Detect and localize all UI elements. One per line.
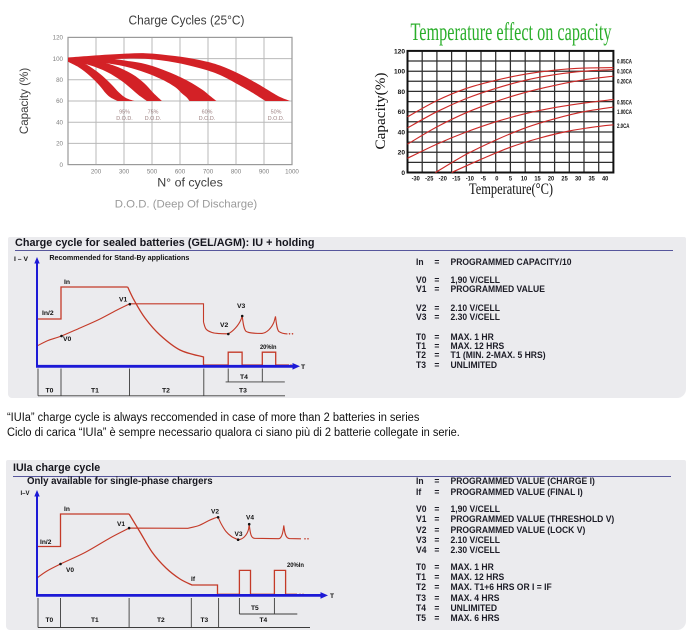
svg-text:120: 120 bbox=[394, 48, 405, 55]
svg-text:Temperature(°C): Temperature(°C) bbox=[469, 181, 553, 198]
svg-text:Charge Cycles (25°C): Charge Cycles (25°C) bbox=[129, 14, 245, 28]
svg-text:D.O.D. (Deep Of Discharge): D.O.D. (Deep Of Discharge) bbox=[115, 199, 258, 211]
svg-text:T: T bbox=[330, 593, 334, 600]
svg-text:T2: T2 bbox=[157, 617, 165, 624]
svg-text:60%: 60% bbox=[202, 110, 213, 116]
svg-text:T2: T2 bbox=[162, 388, 170, 395]
svg-text:20%In: 20%In bbox=[287, 562, 304, 569]
svg-text:600: 600 bbox=[175, 169, 186, 176]
svg-text:80: 80 bbox=[56, 77, 63, 84]
svg-text:In: In bbox=[64, 279, 70, 286]
svg-text:T4: T4 bbox=[260, 617, 268, 624]
svg-text:Capacity (%): Capacity (%) bbox=[18, 68, 31, 134]
svg-text:T: T bbox=[301, 364, 306, 371]
svg-text:0.20CA: 0.20CA bbox=[617, 79, 632, 86]
svg-text:Recommended for Stand-By appli: Recommended for Stand-By applications bbox=[49, 253, 189, 262]
svg-text:60: 60 bbox=[56, 98, 63, 105]
svg-text:T0: T0 bbox=[46, 388, 54, 395]
svg-text:-10: -10 bbox=[466, 176, 475, 182]
svg-text:T1: T1 bbox=[91, 617, 99, 624]
svg-text:5: 5 bbox=[509, 176, 513, 182]
svg-text:Capacity(%): Capacity(%) bbox=[373, 73, 389, 150]
svg-text:-20: -20 bbox=[439, 176, 448, 182]
svg-text:V0: V0 bbox=[63, 336, 72, 343]
svg-text:200: 200 bbox=[91, 169, 102, 176]
svg-text:I – V: I – V bbox=[14, 256, 28, 263]
svg-text:10: 10 bbox=[521, 176, 528, 182]
svg-text:50%: 50% bbox=[271, 110, 282, 116]
svg-text:T0: T0 bbox=[46, 617, 54, 624]
svg-text:V3: V3 bbox=[235, 531, 243, 538]
svg-text:800: 800 bbox=[231, 169, 242, 176]
svg-text:-30: -30 bbox=[412, 176, 421, 182]
svg-text:80: 80 bbox=[398, 89, 406, 96]
svg-text:300: 300 bbox=[119, 169, 130, 176]
svg-text:In/2: In/2 bbox=[42, 310, 54, 317]
svg-text:V3: V3 bbox=[237, 303, 246, 310]
svg-text:1000: 1000 bbox=[285, 169, 299, 176]
svg-text:0: 0 bbox=[401, 170, 405, 177]
svg-text:V2: V2 bbox=[211, 509, 219, 516]
svg-text:35: 35 bbox=[588, 176, 595, 182]
svg-text:In/2: In/2 bbox=[40, 539, 52, 546]
svg-text:Temperature effect on capacity: Temperature effect on capacity bbox=[411, 19, 612, 46]
svg-text:0.55CA: 0.55CA bbox=[617, 100, 632, 107]
svg-text:20: 20 bbox=[56, 141, 63, 148]
svg-text:V1: V1 bbox=[117, 521, 125, 528]
svg-text:500: 500 bbox=[147, 169, 158, 176]
svg-text:D.O.D.: D.O.D. bbox=[145, 116, 161, 122]
svg-text:0.10CA: 0.10CA bbox=[617, 69, 632, 76]
svg-text:0: 0 bbox=[495, 176, 499, 182]
svg-text:V1: V1 bbox=[119, 297, 128, 304]
svg-text:100: 100 bbox=[394, 69, 405, 76]
svg-text:0: 0 bbox=[60, 162, 64, 169]
svg-text:In: In bbox=[64, 506, 70, 513]
svg-text:D.O.D.: D.O.D. bbox=[268, 116, 284, 122]
svg-text:700: 700 bbox=[203, 169, 214, 176]
svg-text:25: 25 bbox=[561, 176, 568, 182]
svg-text:40: 40 bbox=[56, 119, 63, 126]
svg-text:2.0CA: 2.0CA bbox=[617, 123, 630, 130]
svg-text:T4: T4 bbox=[240, 374, 248, 381]
svg-text:V4: V4 bbox=[246, 515, 254, 522]
svg-text:1.00CA: 1.00CA bbox=[617, 109, 632, 116]
svg-text:If: If bbox=[191, 576, 196, 583]
svg-text:T3: T3 bbox=[239, 388, 247, 395]
svg-text:20: 20 bbox=[548, 176, 555, 182]
svg-text:-25: -25 bbox=[425, 176, 434, 182]
svg-text:75%: 75% bbox=[148, 110, 159, 116]
svg-text:60: 60 bbox=[398, 109, 406, 116]
svg-text:D.O.D.: D.O.D. bbox=[199, 116, 215, 122]
svg-text:100: 100 bbox=[53, 56, 64, 63]
svg-text:20%In: 20%In bbox=[260, 344, 277, 351]
svg-text:95%: 95% bbox=[119, 110, 130, 116]
svg-text:V2: V2 bbox=[220, 322, 229, 329]
svg-text:0.05CA: 0.05CA bbox=[617, 59, 632, 66]
svg-text:40: 40 bbox=[398, 129, 406, 136]
svg-text:D.O.D.: D.O.D. bbox=[116, 116, 132, 122]
svg-text:T5: T5 bbox=[251, 605, 259, 612]
svg-text:T3: T3 bbox=[201, 617, 209, 624]
svg-text:-5: -5 bbox=[481, 176, 487, 182]
svg-text:N° of cycles: N° of cycles bbox=[157, 176, 223, 190]
svg-text:120: 120 bbox=[53, 35, 64, 42]
svg-text:30: 30 bbox=[575, 176, 582, 182]
svg-text:20: 20 bbox=[398, 150, 406, 157]
svg-text:I–V: I–V bbox=[21, 491, 30, 497]
svg-text:15: 15 bbox=[534, 176, 541, 182]
svg-text:900: 900 bbox=[259, 169, 270, 176]
svg-text:T1: T1 bbox=[91, 388, 99, 395]
svg-text:V0: V0 bbox=[66, 567, 74, 574]
svg-text:-15: -15 bbox=[452, 176, 461, 182]
svg-text:40: 40 bbox=[602, 176, 609, 182]
